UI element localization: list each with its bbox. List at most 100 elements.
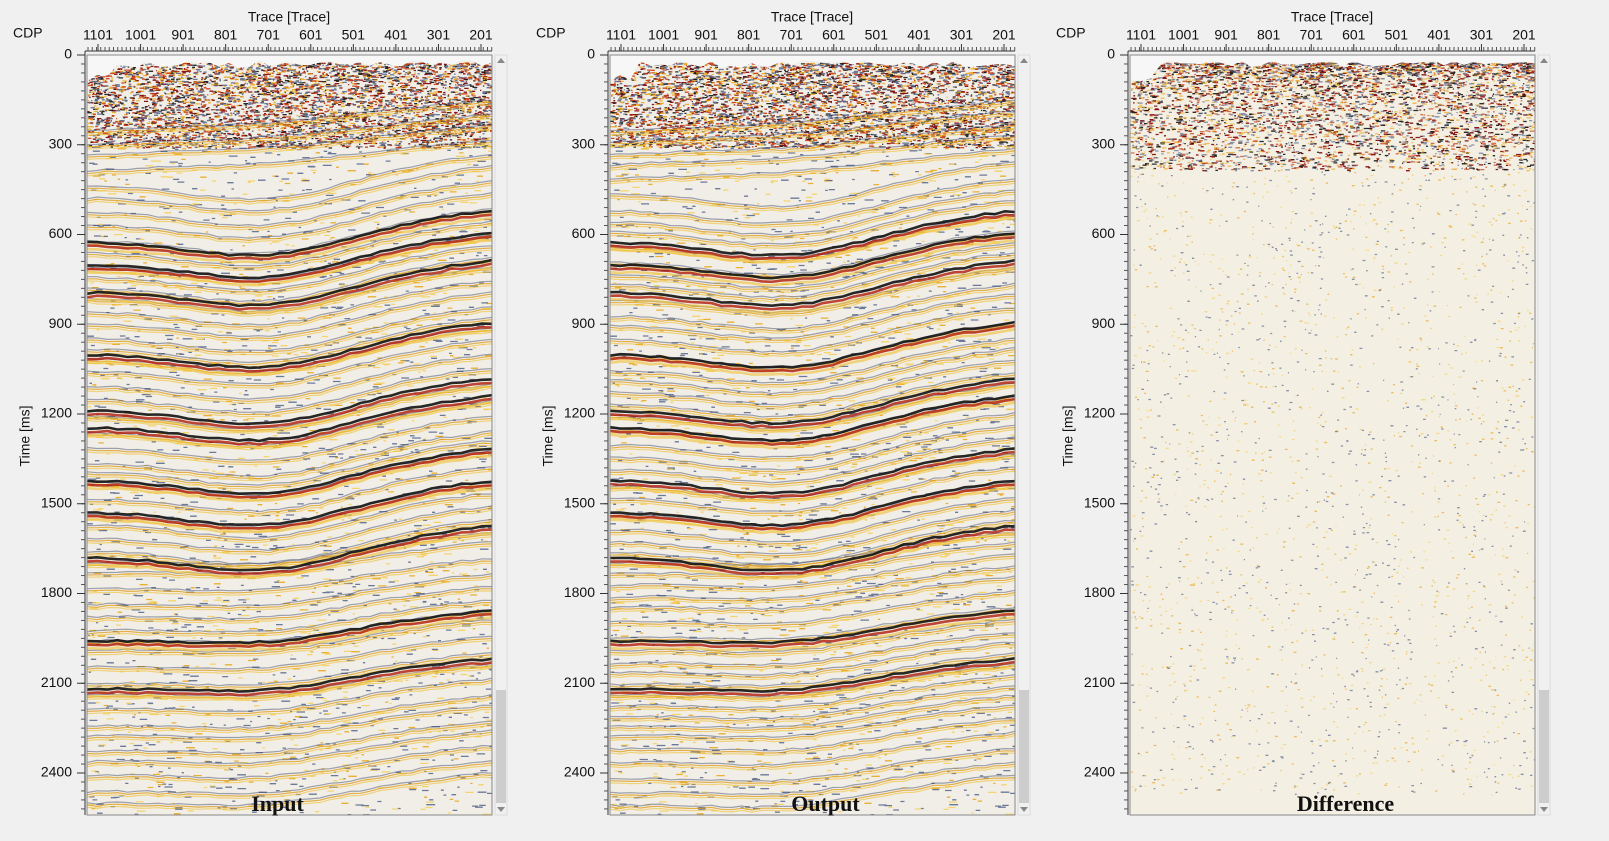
reflector xyxy=(87,585,492,620)
scroll-up[interactable] xyxy=(497,58,505,63)
reflector xyxy=(610,457,1015,504)
reflector xyxy=(610,426,1015,473)
reflector xyxy=(610,545,1015,582)
reflector xyxy=(87,142,492,175)
reflector xyxy=(610,466,1015,512)
y-tick-label: 300 xyxy=(1092,135,1116,151)
reflector xyxy=(87,731,492,767)
reflector xyxy=(87,368,492,413)
x-tick-label: 601 xyxy=(1342,27,1366,43)
x-tick-label: 1001 xyxy=(648,27,679,43)
reflector xyxy=(87,417,492,464)
scroll-down[interactable] xyxy=(497,807,505,812)
reflector xyxy=(610,209,1015,257)
reflector xyxy=(610,346,1015,395)
x-tick-label: 501 xyxy=(865,27,889,43)
reflector xyxy=(87,113,492,146)
reflector xyxy=(610,401,1015,450)
x-tick-label: 1101 xyxy=(83,27,113,43)
reflector xyxy=(87,158,492,205)
reflector xyxy=(610,191,1015,238)
reflector xyxy=(610,193,1015,240)
reflector xyxy=(87,696,492,731)
reflector xyxy=(610,569,1015,605)
reflector xyxy=(87,487,492,534)
x-tick-label: 901 xyxy=(1214,27,1238,43)
reflector xyxy=(610,312,1015,358)
reflector xyxy=(87,224,492,271)
reflector xyxy=(610,779,1015,813)
reflector xyxy=(610,361,1015,408)
seismic-panel: 1101 1001 901 801 701 601 501 401 301 201 0 300 600 9… xyxy=(536,9,1031,816)
x-tick-label: 401 xyxy=(907,27,931,43)
reflector xyxy=(610,577,1015,613)
reflector xyxy=(87,507,492,554)
reflector xyxy=(610,149,1015,182)
reflector xyxy=(87,679,492,715)
reflector xyxy=(610,616,1015,652)
scrollbar-thumb[interactable] xyxy=(1019,690,1029,803)
x-tick-label: 501 xyxy=(342,27,366,43)
reflector xyxy=(87,256,492,303)
reflector xyxy=(610,708,1015,743)
reflector xyxy=(610,377,1015,426)
reflector xyxy=(610,497,1015,543)
scroll-up[interactable] xyxy=(1540,58,1548,63)
top-edge xyxy=(610,55,1015,80)
reflector xyxy=(87,720,492,755)
noise xyxy=(1130,126,1535,796)
scrollbar-thumb[interactable] xyxy=(1539,690,1549,803)
reflector xyxy=(87,353,492,400)
scroll-down[interactable] xyxy=(1020,807,1028,812)
reflector xyxy=(87,125,492,158)
reflector xyxy=(87,370,492,416)
reflector xyxy=(610,594,1015,629)
reflector xyxy=(610,487,1015,535)
reflector xyxy=(87,725,492,759)
reflector xyxy=(87,440,492,486)
corner-label: CDP xyxy=(1056,25,1086,41)
reflector xyxy=(87,495,492,542)
y-tick-label: 2400 xyxy=(1084,764,1115,780)
reflector xyxy=(87,524,492,572)
scroll-down[interactable] xyxy=(1540,807,1548,812)
reflector xyxy=(610,454,1015,503)
x-tick-label: 401 xyxy=(384,27,408,43)
reflector xyxy=(87,654,492,689)
reflector xyxy=(87,209,492,257)
reflector xyxy=(610,696,1015,731)
y-tick-label: 2400 xyxy=(564,764,595,780)
reflector xyxy=(610,436,1015,484)
reflector xyxy=(610,293,1015,339)
scrollbar[interactable] xyxy=(1537,54,1551,816)
reflector xyxy=(87,265,492,315)
x-axis-title: Trace [Trace] xyxy=(248,9,330,25)
scrollbar[interactable] xyxy=(1017,54,1031,816)
reflector xyxy=(87,505,492,552)
scrollbar[interactable] xyxy=(494,54,508,816)
reflector xyxy=(610,298,1015,344)
reflector xyxy=(87,393,492,443)
reflector xyxy=(87,447,492,496)
reflector xyxy=(87,623,492,658)
reflector xyxy=(87,430,492,478)
reflector xyxy=(610,309,1015,355)
reflector xyxy=(87,283,492,328)
y-axis-title: Time [ms] xyxy=(1060,406,1076,467)
reflector xyxy=(610,777,1015,811)
reflector xyxy=(87,681,492,717)
reflector xyxy=(87,590,492,625)
x-tick-label: 301 xyxy=(427,27,451,43)
x-tick-label: 1001 xyxy=(1168,27,1199,43)
scroll-up[interactable] xyxy=(1020,58,1028,63)
reflector xyxy=(610,429,1015,476)
x-tick-label: 701 xyxy=(780,27,804,43)
reflector xyxy=(610,320,1015,369)
reflector xyxy=(610,282,1015,330)
seismic-texture xyxy=(87,55,492,815)
reflector xyxy=(610,178,1015,224)
reflector xyxy=(610,137,1015,169)
reflector xyxy=(610,376,1015,423)
scrollbar-thumb[interactable] xyxy=(496,690,506,803)
y-tick-label: 0 xyxy=(587,46,595,62)
